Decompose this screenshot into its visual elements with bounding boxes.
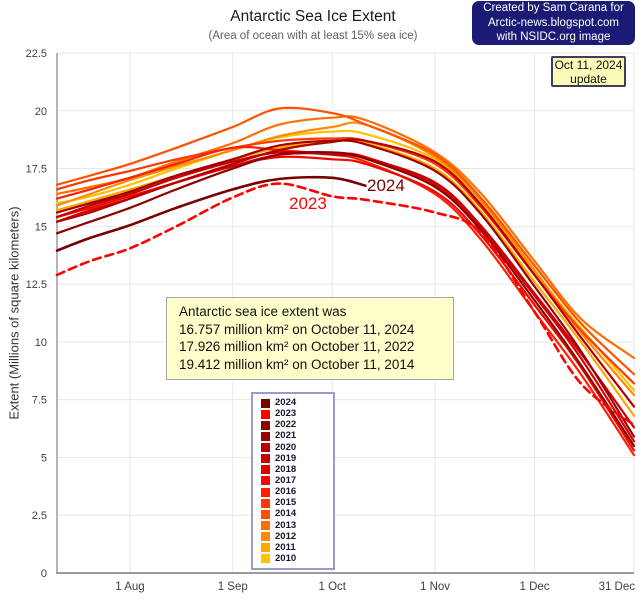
y-tick-label: 15 bbox=[35, 221, 47, 233]
y-tick-label: 20 bbox=[35, 106, 47, 118]
x-tick-label: 1 Dec bbox=[519, 581, 549, 593]
update-date: Oct 11, 2024 bbox=[554, 57, 623, 72]
legend-swatch-2021 bbox=[261, 431, 270, 441]
y-tick-label: 0 bbox=[41, 568, 47, 580]
y-tick-label: 12.5 bbox=[26, 279, 47, 291]
legend-swatch-2014 bbox=[261, 509, 270, 519]
series-line-2010 bbox=[55, 129, 636, 392]
legend-year-label: 2014 bbox=[275, 508, 297, 520]
legend-swatch-2016 bbox=[261, 487, 270, 497]
note-line-3: 17.926 million km² on October 11, 2022 bbox=[179, 339, 415, 354]
legend-year-label: 2021 bbox=[275, 430, 297, 442]
legend-item-2016: 2016 bbox=[261, 487, 333, 497]
x-tick-label: 1 Oct bbox=[318, 581, 346, 593]
x-tick-label: 1 Sep bbox=[218, 581, 248, 593]
series-line-2022 bbox=[55, 150, 636, 447]
legend-year-label: 2019 bbox=[275, 452, 297, 464]
legend-swatch-2018 bbox=[261, 465, 270, 475]
legend-swatch-2019 bbox=[261, 454, 270, 464]
update-word: update bbox=[570, 71, 607, 86]
x-tick-label: 31 Dec bbox=[599, 581, 636, 593]
credit-line-3: with NSIDC.org image bbox=[496, 31, 611, 44]
legend-swatch-2024 bbox=[261, 398, 270, 408]
legend-swatch-2015 bbox=[261, 498, 270, 508]
series-line-2019 bbox=[55, 151, 636, 429]
legend-item-2012: 2012 bbox=[261, 530, 333, 542]
y-axis-title: Extent (Millions of square kilometers) bbox=[6, 206, 22, 420]
legend-item-2021: 2021 bbox=[261, 431, 333, 441]
legend-item-2018: 2018 bbox=[261, 463, 333, 475]
x-tick-label: 1 Nov bbox=[420, 581, 450, 593]
extent-note-box: Antarctic sea ice extent was 16.757 mill… bbox=[166, 297, 454, 380]
legend-item-2013: 2013 bbox=[261, 519, 333, 531]
legend-item-2014: 2014 bbox=[261, 509, 333, 519]
legend-item-2023: 2023 bbox=[261, 409, 333, 419]
line-label-2023: 2023 bbox=[289, 194, 327, 213]
y-tick-label: 7.5 bbox=[32, 395, 47, 407]
x-tick-label: 1 Aug bbox=[115, 581, 144, 593]
y-tick-label: 17.5 bbox=[26, 164, 47, 176]
update-box: Oct 11, 2024 update bbox=[551, 56, 626, 87]
credit-box: Created by Sam Carana for Arctic-news.bl… bbox=[472, 1, 635, 45]
legend-year-label: 2010 bbox=[275, 552, 297, 564]
legend-year-label: 2022 bbox=[275, 419, 297, 431]
legend-year-label: 2023 bbox=[275, 408, 297, 420]
legend-swatch-2011 bbox=[261, 543, 270, 553]
legend-item-2017: 2017 bbox=[261, 474, 333, 486]
line-label-2024: 2024 bbox=[367, 176, 405, 195]
series-line-2017 bbox=[55, 155, 636, 452]
legend-swatch-2012 bbox=[261, 532, 270, 542]
note-line-4: 19.412 million km² on October 11, 2014 bbox=[179, 356, 415, 372]
legend-year-label: 2013 bbox=[275, 519, 297, 531]
legend-year-label: 2020 bbox=[275, 441, 297, 453]
series-line-2021 bbox=[55, 139, 636, 438]
legend-year-label: 2015 bbox=[275, 497, 297, 509]
credit-line-2: Arctic-news.blogspot.com bbox=[487, 16, 620, 29]
legend-year-label: 2018 bbox=[275, 463, 297, 475]
y-tick-label: 2.5 bbox=[32, 510, 47, 522]
legend-swatch-2017 bbox=[261, 476, 270, 486]
legend-swatch-2010 bbox=[261, 554, 270, 564]
note-line-2: 16.757 million km² on October 11, 2024 bbox=[179, 321, 415, 337]
legend-swatch-2022 bbox=[261, 420, 270, 430]
chart-subtitle: (Area of ocean with at least 15% sea ice… bbox=[208, 30, 418, 42]
y-tick-label: 5 bbox=[41, 452, 47, 464]
legend-year-label: 2012 bbox=[275, 530, 297, 542]
legend-swatch-2023 bbox=[261, 409, 270, 419]
legend-swatch-2020 bbox=[261, 443, 270, 453]
legend-item-2022: 2022 bbox=[261, 420, 333, 430]
legend-item-2024: 2024 bbox=[261, 398, 333, 408]
credit-line-1: Created by Sam Carana for bbox=[483, 2, 624, 15]
series-line-2014 bbox=[55, 106, 636, 376]
series-line-2023 bbox=[55, 182, 636, 427]
y-tick-label: 22.5 bbox=[26, 48, 47, 60]
legend-year-label: 2024 bbox=[275, 397, 297, 408]
series-line-2024 bbox=[55, 175, 367, 252]
legend-item-2011: 2011 bbox=[261, 541, 333, 553]
legend-swatch-2013 bbox=[261, 521, 270, 531]
legend-item-2015: 2015 bbox=[261, 498, 333, 508]
legend-year-label: 2016 bbox=[275, 486, 297, 498]
legend-item-2019: 2019 bbox=[261, 452, 333, 464]
legend-item-2020: 2020 bbox=[261, 441, 333, 453]
legend-box: 2024 2023 2022 2021 2020 2019 2018 2017 2016 2015… bbox=[251, 392, 335, 570]
legend-year-label: 2017 bbox=[275, 474, 297, 486]
legend-item-2010: 2010 bbox=[261, 552, 333, 564]
chart-title: Antarctic Sea Ice Extent bbox=[230, 8, 396, 25]
legend-year-label: 2011 bbox=[275, 541, 296, 553]
note-line-1: Antarctic sea ice extent was bbox=[179, 304, 347, 319]
y-tick-label: 10 bbox=[35, 337, 47, 349]
series-line-2012 bbox=[55, 121, 636, 397]
